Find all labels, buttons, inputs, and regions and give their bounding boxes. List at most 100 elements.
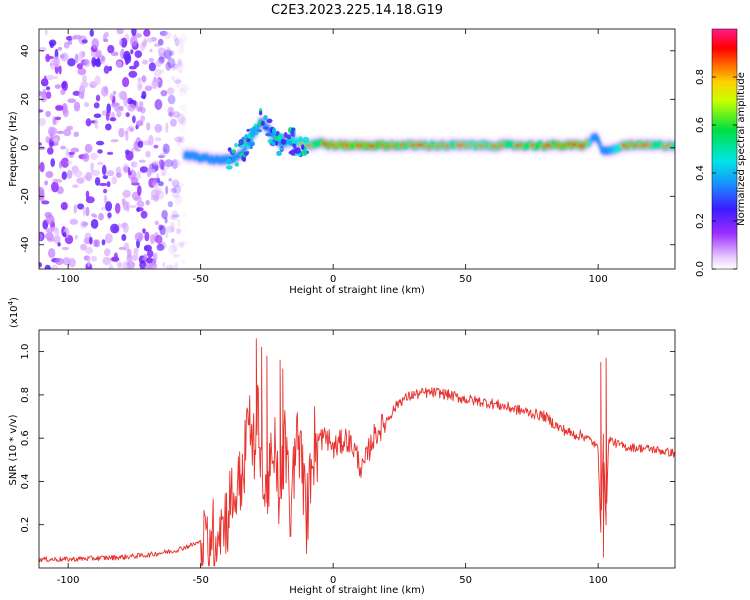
noise-blob [96,161,104,166]
noise-blob [122,200,129,211]
noise-blob [178,38,184,49]
noise-blob [145,200,150,206]
noise-blob [67,160,73,165]
noise-blob [142,228,146,234]
noise-blob [160,90,168,97]
noise-blob [147,249,154,258]
noise-blob [93,239,98,247]
snr-x-tick-label: 100 [589,575,608,586]
noise-blob [43,75,47,84]
noise-blob [104,233,113,244]
noise-blob [57,242,61,247]
noise-blob [101,164,107,176]
ridge-blob [271,141,276,146]
noise-blob [178,122,186,134]
ridge-blob [286,134,292,140]
noise-blob [173,33,178,42]
noise-blob [87,256,91,267]
noise-blob [82,153,90,162]
snr-x-tick-label: -50 [192,575,208,586]
noise-blob [176,62,183,68]
noise-blob [159,153,167,158]
noise-blob [154,69,162,77]
noise-blob [50,158,55,168]
noise-blob [141,90,147,100]
noise-blob [90,152,98,161]
snr-line [39,338,675,567]
noise-blob [167,106,175,114]
noise-blob [102,256,112,266]
noise-blob [179,116,187,126]
noise-blob [63,41,70,49]
colorbar-tick-label: 0.0 [695,261,706,277]
noise-blob [172,253,181,258]
noise-blob [174,136,183,143]
noise-blob [126,254,133,262]
noise-blob [69,154,74,158]
noise-blob [99,55,106,64]
noise-blob [165,225,175,233]
noise-blob [89,236,93,245]
noise-blob [158,159,164,165]
snr-y-multiplier-exp: 4 [7,300,15,305]
noise-blob [45,214,55,225]
noise-blob [74,53,79,64]
noise-blob [116,60,123,68]
noise-blob [168,178,172,182]
spectrogram-frame [38,28,676,270]
noise-blob [118,127,125,138]
noise-blob [181,241,190,245]
snr-x-tick-label: 0 [330,575,336,586]
noise-blob [61,81,67,89]
noise-blob [161,209,168,220]
ridge-blob [242,156,247,162]
noise-blob [103,248,111,257]
noise-blob [39,142,42,146]
noise-blob [66,169,73,179]
ridge-blob [302,136,310,144]
noise-blob [39,196,45,202]
noise-blob [56,130,64,135]
snr-x-ticks: -100 -50 0 50 100 [57,330,608,586]
noise-blob [143,38,148,44]
ridge-blob [266,118,273,124]
spectrogram-x-tick-label: -100 [57,274,80,285]
colorbar-tick-label: 0.8 [695,69,706,85]
noise-blob [77,203,85,210]
noise-blob [95,58,102,68]
noise-scatter [39,29,190,269]
noise-blob [154,123,163,133]
noise-blob [172,111,181,118]
noise-blob [178,34,188,44]
noise-blob [53,178,63,183]
noise-blob [44,264,51,269]
noise-blob [53,235,61,244]
noise-blob [125,130,129,142]
noise-blob [72,184,79,188]
noise-blob [154,137,162,142]
noise-blob [117,261,123,269]
noise-blob [85,171,93,182]
noise-blob [164,217,168,224]
snr-series [39,338,675,567]
noise-blob [131,161,138,168]
noise-blob [130,49,134,55]
noise-blob [82,206,86,217]
noise-blob [84,232,92,240]
ridge-blob [288,140,293,146]
colorbar: 0.0 0.2 0.4 0.6 0.8 Normalized spectral ampl… [695,28,747,277]
noise-blob [143,29,151,37]
noise-blob [84,143,93,153]
spectrogram-x-ticks: -100 -50 0 50 100 [57,29,608,285]
noise-blob [165,62,172,71]
noise-blob [76,177,85,184]
noise-blob [95,49,102,58]
noise-blob [110,223,120,234]
noise-blob [137,77,142,82]
noise-blob [149,48,153,53]
noise-blob [73,170,83,178]
noise-blob [134,232,144,242]
noise-blob [140,210,148,219]
noise-blob [90,162,94,173]
